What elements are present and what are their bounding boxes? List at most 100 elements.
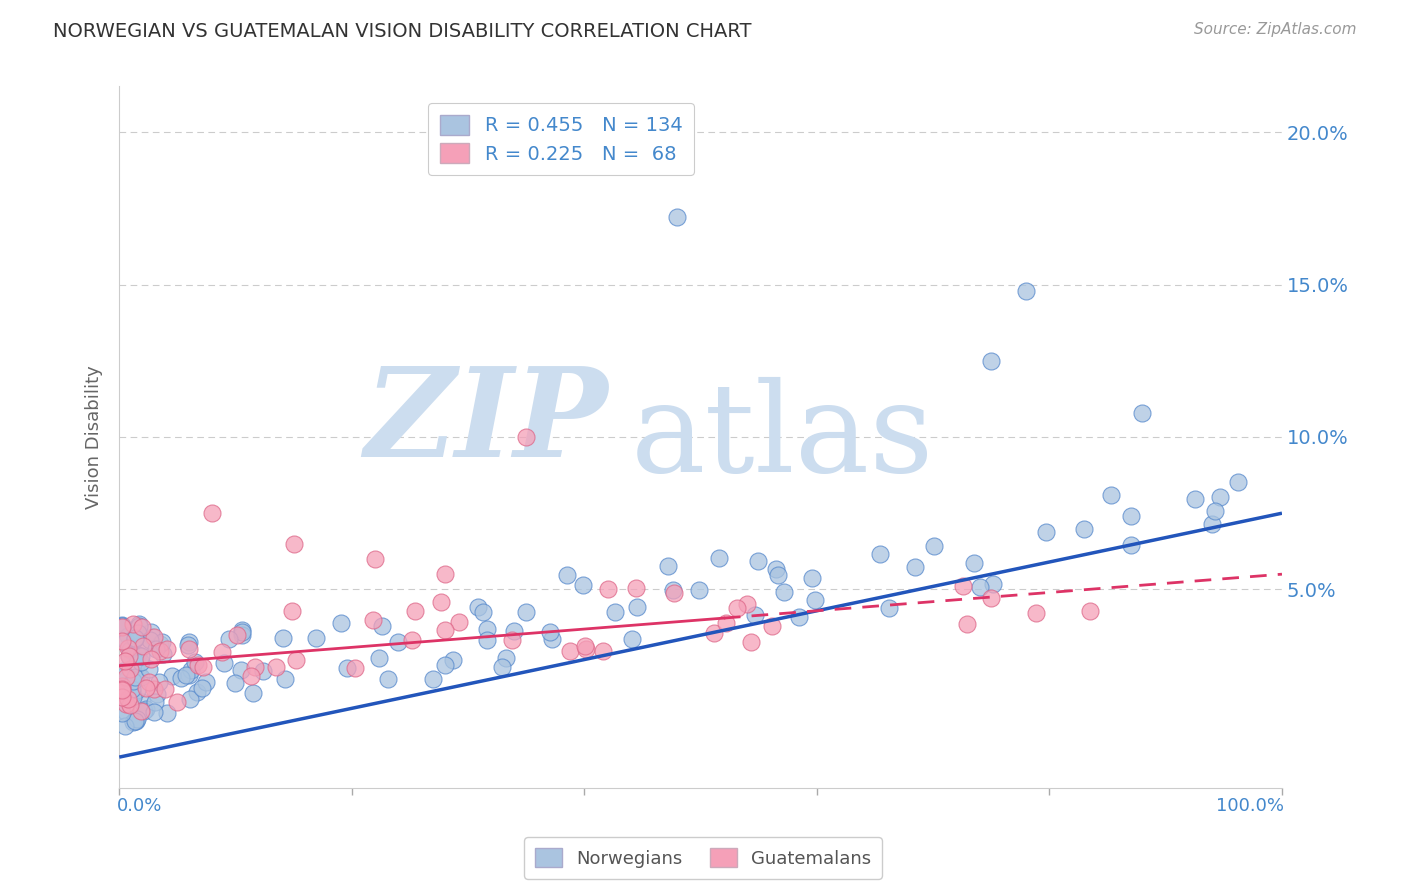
Point <box>229 664 252 678</box>
Point <box>624 582 647 596</box>
Point <box>110 690 132 705</box>
Text: 0.0%: 0.0% <box>117 797 162 814</box>
Point <box>201 506 224 520</box>
Point <box>127 626 149 640</box>
Point <box>596 582 619 597</box>
Point <box>143 681 166 696</box>
Point <box>156 642 179 657</box>
Point <box>433 658 456 673</box>
Point <box>121 673 143 688</box>
Point <box>129 649 152 664</box>
Point <box>662 586 685 600</box>
Point <box>110 620 132 634</box>
Point <box>121 715 143 730</box>
Point <box>191 681 214 695</box>
Point <box>187 657 209 672</box>
Point <box>135 681 157 696</box>
Point <box>285 652 308 666</box>
Point <box>969 580 991 594</box>
Point <box>495 651 517 665</box>
Point <box>128 669 150 683</box>
Point <box>120 643 142 657</box>
Point <box>179 667 201 681</box>
Point <box>115 670 138 684</box>
Point <box>211 644 233 658</box>
Point <box>231 624 253 639</box>
Point <box>626 599 648 614</box>
Point <box>621 632 644 647</box>
Point <box>467 600 489 615</box>
Point <box>1025 606 1047 620</box>
Point <box>477 622 499 636</box>
Point <box>716 616 738 631</box>
Point <box>666 211 689 225</box>
Point <box>765 562 787 576</box>
Point <box>191 660 214 674</box>
Point <box>343 661 366 675</box>
Point <box>980 591 1002 605</box>
Point <box>555 568 578 582</box>
Point <box>110 681 132 696</box>
Point <box>575 642 598 657</box>
Point <box>662 582 685 597</box>
Point <box>110 688 132 702</box>
Point <box>364 552 387 566</box>
Point <box>129 670 152 684</box>
Point <box>242 686 264 700</box>
Point <box>735 597 758 611</box>
Point <box>141 630 163 644</box>
Legend: Norwegians, Guatemalans: Norwegians, Guatemalans <box>524 838 882 879</box>
Point <box>138 674 160 689</box>
Point <box>125 683 148 698</box>
Point <box>433 567 456 582</box>
Point <box>118 698 141 713</box>
Point <box>110 619 132 633</box>
Point <box>117 629 139 643</box>
Point <box>212 657 235 671</box>
Point <box>125 714 148 728</box>
Point <box>110 670 132 684</box>
Point <box>111 706 134 720</box>
Point <box>1184 492 1206 507</box>
Point <box>160 669 183 683</box>
Point <box>218 632 240 646</box>
Point <box>122 617 145 632</box>
Point <box>179 692 201 706</box>
Point <box>281 604 304 618</box>
Point <box>149 637 172 651</box>
Point <box>361 613 384 627</box>
Point <box>118 649 141 664</box>
Point <box>125 712 148 726</box>
Point <box>112 664 135 678</box>
Point <box>186 685 208 699</box>
Point <box>305 631 328 645</box>
Point <box>131 694 153 708</box>
Point <box>803 592 825 607</box>
Point <box>1035 525 1057 540</box>
Point <box>1132 406 1154 420</box>
Point <box>433 624 456 638</box>
Point <box>131 620 153 634</box>
Point <box>538 625 561 640</box>
Point <box>152 647 174 661</box>
Point <box>274 673 297 687</box>
Point <box>149 644 172 658</box>
Point <box>145 687 167 701</box>
Point <box>135 702 157 716</box>
Point <box>955 617 977 632</box>
Point <box>981 577 1004 591</box>
Point <box>447 615 470 630</box>
Point <box>688 582 710 597</box>
Point <box>869 547 891 561</box>
Point <box>1073 522 1095 536</box>
Point <box>558 644 581 658</box>
Point <box>801 571 824 585</box>
Point <box>1208 490 1230 504</box>
Point <box>605 605 627 619</box>
Point <box>177 634 200 648</box>
Point <box>114 719 136 733</box>
Point <box>441 652 464 666</box>
Point <box>226 628 249 642</box>
Point <box>747 554 769 568</box>
Point <box>117 640 139 655</box>
